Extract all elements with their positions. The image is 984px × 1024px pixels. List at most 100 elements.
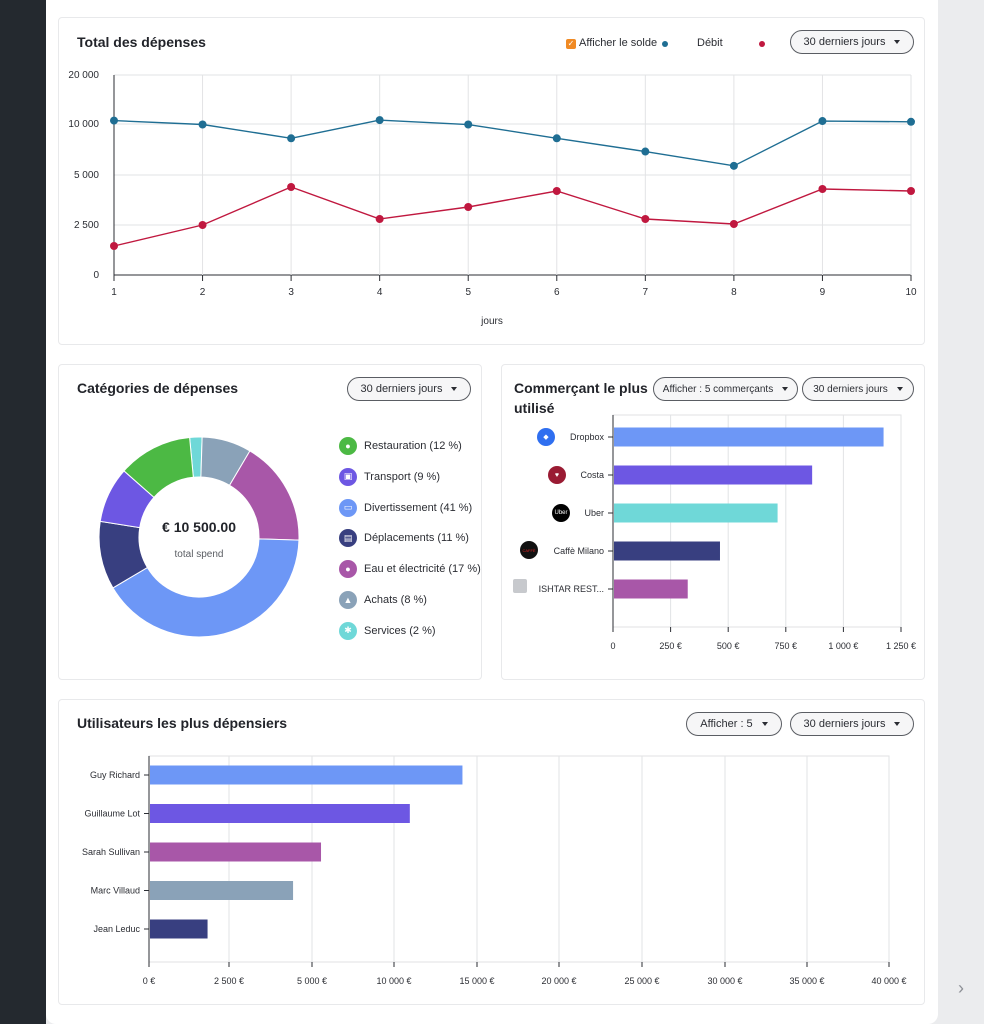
category-legend-item[interactable]: ▭ Divertissement (41 %) [339, 498, 472, 518]
merchant-title-line2: utilisé [514, 400, 555, 416]
x-tick-label: 15 000 € [459, 976, 494, 986]
debit-point [907, 187, 915, 195]
debit-point [818, 185, 827, 193]
merchant-period-select[interactable]: 30 derniers jours [802, 377, 914, 401]
debit-point [552, 187, 561, 195]
left-nav-rail [0, 0, 46, 1024]
show-balance-label[interactable]: Afficher le solde [579, 37, 658, 49]
total-spend-card: Total des dépenses ✓ Afficher le solde D… [58, 17, 925, 345]
users-period-select[interactable]: 30 derniers jours [790, 712, 914, 736]
suitcase-icon: ▤ [339, 529, 357, 548]
balance-point [907, 117, 915, 126]
categories-title: Catégories de dépenses [77, 380, 239, 396]
categories-period-select[interactable]: 30 derniers jours [347, 377, 471, 401]
ticket-icon: ▭ [339, 498, 357, 517]
x-tick-label: 750 € [775, 641, 798, 651]
users-bar-chart: Guy Richard Guillaume Lot Sarah Sullivan Ma… [82, 755, 907, 986]
x-tick-label: 500 € [717, 641, 740, 651]
merchant-show-select[interactable]: Afficher : 5 commerçants [653, 377, 798, 401]
x-tick-label: 40 000 € [871, 976, 906, 986]
x-tick-label: 35 000 € [789, 976, 824, 986]
chevron-right-icon[interactable]: › [958, 978, 964, 998]
y-tick-label: 0 [93, 270, 99, 281]
balance-point [375, 116, 384, 125]
y-tick-label: 10 000 [68, 119, 99, 130]
ishtar-logo-icon [513, 579, 527, 593]
x-tick-label: 1 250 € [886, 641, 916, 651]
category-label: Guy Richard [90, 770, 140, 780]
category-legend-label: Déplacements (11 %) [364, 532, 469, 545]
users-title: Utilisateurs les plus dépensiers [77, 715, 288, 731]
category-legend-label: Services (2 %) [364, 624, 436, 637]
bar [614, 503, 778, 523]
merchant-show-label: Afficher : 5 commerçants [662, 383, 774, 395]
debit-point [464, 203, 473, 211]
x-tick-label: 30 000 € [707, 976, 742, 986]
show-balance-checkbox[interactable]: ✓ [566, 39, 576, 49]
debit-point [287, 183, 296, 191]
category-legend-label: Divertissement (41 %) [364, 501, 473, 514]
total-period-label: 30 derniers jours [803, 36, 886, 48]
line-chart-xlabel: jours [480, 316, 503, 327]
x-tick-label: 0 € [143, 976, 156, 986]
y-tick-label: 20 000 [68, 70, 99, 81]
x-tick-label: 7 [643, 287, 649, 298]
chevron-down-icon [894, 40, 901, 44]
donut-center-value: € 10 500.00 [162, 519, 236, 535]
category-label: Jean Leduc [93, 924, 140, 934]
x-tick-label: 10 [905, 287, 917, 298]
bar [150, 765, 463, 785]
y-tick-label: 5 000 [74, 170, 99, 181]
uber-logo-icon: Uber [552, 504, 570, 522]
chevron-down-icon [761, 722, 768, 726]
balance-series-line [113, 119, 912, 167]
donut-slice-2 [112, 538, 300, 638]
merchant-period-label: 30 derniers jours [813, 383, 888, 395]
category-label: Dropbox [570, 432, 605, 442]
balance-legend-dot [662, 41, 668, 47]
caffe-milano-logo-icon: CAFFÈ [520, 541, 538, 559]
bar [150, 842, 322, 862]
costa-logo-icon: ♥ [548, 466, 566, 484]
balance-point [552, 134, 561, 143]
merchant-bar-chart: Dropbox Costa Uber Caffè Milano ISHTAR REST.… [539, 414, 916, 651]
category-legend-item[interactable]: ✱ Services (2 %) [339, 621, 436, 641]
x-tick-label: 2 500 € [214, 976, 244, 986]
users-card: Utilisateurs les plus dépensiers Affiche… [58, 699, 925, 1005]
total-period-select[interactable]: 30 derniers jours [790, 30, 914, 54]
category-label: Guillaume Lot [84, 809, 140, 819]
total-spend-title: Total des dépenses [77, 34, 206, 50]
balance-point [464, 120, 473, 129]
merchant-title-line1: Commerçant le plus [514, 380, 648, 396]
users-show-select[interactable]: Afficher : 5 [686, 712, 782, 736]
balance-point [641, 147, 650, 156]
bar [614, 427, 884, 447]
dropbox-logo-icon: ◆ [537, 428, 555, 446]
debit-point [641, 215, 650, 223]
category-legend-item[interactable]: ▤ Déplacements (11 %) [339, 528, 469, 548]
category-legend-item[interactable]: ● Restauration (12 %) [339, 436, 462, 456]
x-tick-label: 250 € [659, 641, 682, 651]
gear-icon: ✱ [339, 621, 357, 640]
debit-point [110, 242, 118, 250]
bar [150, 804, 410, 823]
right-gutter [938, 0, 984, 1024]
users-show-label: Afficher : 5 [700, 718, 753, 730]
category-legend-item[interactable]: ▣ Transport (9 %) [339, 467, 440, 487]
category-legend-item[interactable]: ▲ Achats (8 %) [339, 590, 427, 610]
category-legend-item[interactable]: ● Eau et électricité (17 %) [339, 559, 481, 579]
lightbulb-icon: ● [339, 560, 357, 579]
category-legend-label: Restauration (12 %) [364, 440, 462, 452]
categories-period-label: 30 derniers jours [360, 383, 443, 395]
merchant-card: Commerçant le plus utilisé Afficher : 5 … [501, 364, 925, 680]
debit-point [729, 220, 738, 228]
x-tick-label: 0 [610, 641, 615, 651]
shopping-bag-icon: ▲ [339, 591, 357, 609]
debit-point [375, 215, 384, 223]
balance-point [110, 116, 118, 125]
category-label: Caffè Milano [554, 546, 604, 556]
x-tick-label: 1 [111, 287, 117, 298]
category-label: Marc Villaud [91, 886, 140, 896]
x-tick-label: 25 000 € [624, 976, 659, 986]
bar [614, 579, 688, 599]
